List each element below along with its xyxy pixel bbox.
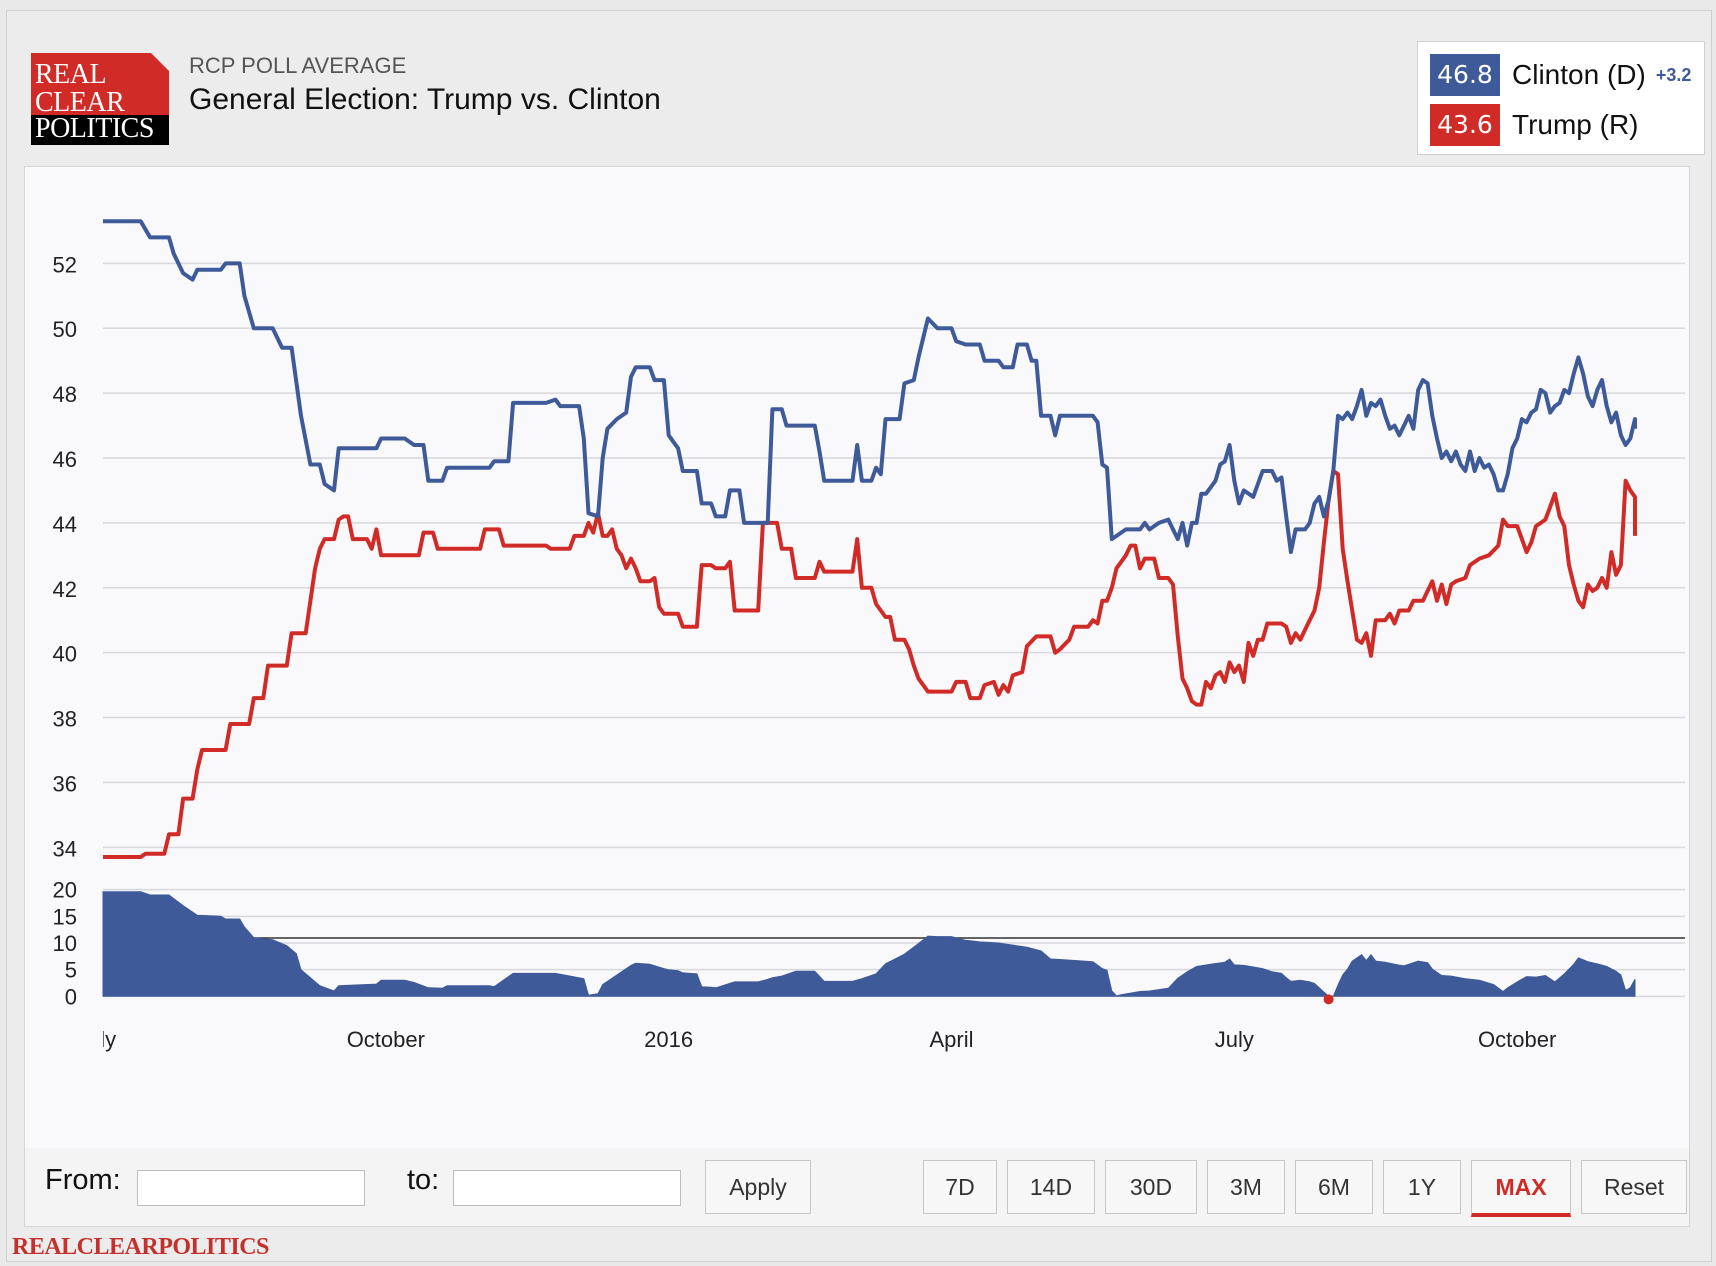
range-30d-button[interactable]: 30D	[1105, 1160, 1197, 1214]
trump-label: Trump (R)	[1512, 109, 1639, 140]
date-range-toolbar: From: to: Apply 7D 14D 30D 3M 6M 1Y MAX …	[24, 1148, 1690, 1227]
x-tick-label-0: July	[77, 1027, 116, 1052]
range-7d-button[interactable]: 7D	[923, 1160, 997, 1214]
to-date-input[interactable]	[453, 1170, 681, 1206]
reset-button[interactable]: Reset	[1581, 1160, 1687, 1214]
x-tick-label-2: 2016	[644, 1027, 693, 1052]
clinton-series-line	[103, 219, 1637, 555]
y-tick-label-50: 50	[53, 317, 77, 342]
chart-panel: 34 36 38 40 42 44 46 48 50 52 0 5 10 15 20 July October 2…	[24, 166, 1690, 1150]
legend-row-clinton: 46.8 Clinton (D) +3.2	[1430, 54, 1691, 96]
legend: 46.8 Clinton (D) +3.2 43.6 Trump (R)	[1417, 41, 1705, 155]
apply-button[interactable]: Apply	[705, 1160, 811, 1214]
logo-word-2: CLEAR	[35, 87, 125, 118]
spread-tick-label-5: 5	[65, 958, 77, 983]
y-tick-label-46: 46	[53, 447, 77, 472]
trump-series-line	[103, 469, 1637, 859]
clinton-lead: +3.2	[1655, 64, 1692, 85]
x-tick-label-1: October	[347, 1027, 425, 1052]
range-6m-button[interactable]: 6M	[1295, 1160, 1373, 1214]
from-date-input[interactable]	[137, 1170, 365, 1206]
spread-tick-label-20: 20	[53, 878, 77, 903]
x-tick-label-3: April	[929, 1027, 973, 1052]
spread-tick-label-10: 10	[53, 931, 77, 956]
logo-word-3: POLITICS	[35, 113, 154, 144]
logo-word-1: REAL	[35, 59, 107, 90]
spread-tick-label-0: 0	[65, 984, 77, 1009]
y-tick-label-34: 34	[53, 836, 77, 861]
y-tick-label-52: 52	[53, 252, 77, 277]
header-subtitle: RCP POLL AVERAGE	[189, 53, 407, 78]
range-max-button[interactable]: MAX	[1471, 1160, 1571, 1217]
range-1y-button[interactable]: 1Y	[1383, 1160, 1461, 1214]
to-label: to:	[407, 1164, 440, 1196]
range-3m-button[interactable]: 3M	[1207, 1160, 1285, 1214]
page-title: General Election: Trump vs. Clinton	[189, 83, 661, 116]
x-tick-label-4: July	[1215, 1027, 1254, 1052]
clinton-value-badge: 46.8	[1430, 54, 1500, 96]
y-tick-label-38: 38	[53, 707, 77, 732]
clinton-label: Clinton (D)	[1512, 59, 1646, 90]
spread-negative-dip-98	[1323, 994, 1334, 1005]
logo-red-block	[31, 53, 169, 115]
y-tick-label-48: 48	[53, 382, 77, 407]
from-label: From:	[45, 1164, 121, 1196]
logo-corner-fold	[151, 53, 169, 71]
rcp-logo: REAL CLEAR POLITICS	[31, 53, 169, 145]
y-tick-label-44: 44	[53, 512, 77, 537]
x-tick-label-5: October	[1478, 1027, 1556, 1052]
y-tick-label-40: 40	[53, 642, 77, 667]
spread-tick-label-15: 15	[53, 904, 77, 929]
y-tick-label-42: 42	[53, 577, 77, 602]
y-tick-label-36: 36	[53, 771, 77, 796]
trump-value-badge: 43.6	[1430, 104, 1500, 146]
range-14d-button[interactable]: 14D	[1007, 1160, 1095, 1214]
legend-row-trump: 43.6 Trump (R)	[1430, 104, 1639, 146]
spread-area	[102, 891, 1636, 997]
footer-wordmark: REALCLEARPOLITICS	[12, 1234, 269, 1260]
